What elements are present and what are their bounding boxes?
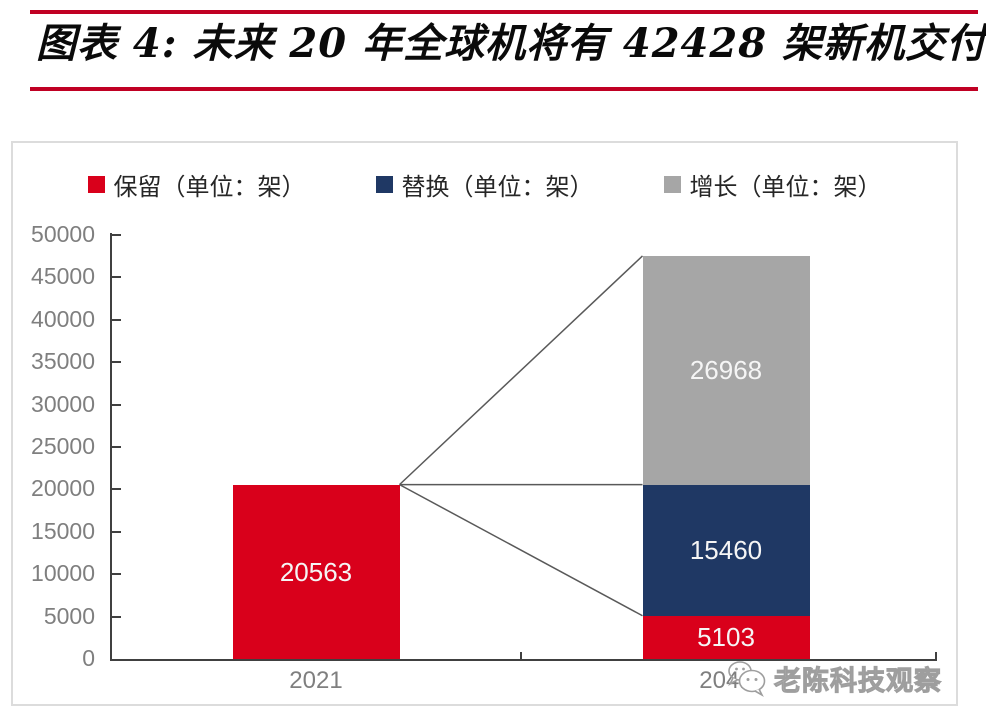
- legend-item-2: 增长（单位：架）: [663, 167, 882, 202]
- connector-line: [398, 255, 644, 486]
- chart-panel: 保留（单位：架） 替换（单位：架） 增长（单位：架） 20563 5103 15460 2…: [11, 141, 958, 706]
- y-tick-label: 20000: [31, 475, 95, 502]
- y-tick: [112, 530, 121, 533]
- figure-title: 图表 4: 未来 20 年全球机将有 42428 架新机交付: [36, 20, 986, 67]
- y-axis-line: [110, 233, 112, 661]
- title-top-rule: [30, 10, 978, 14]
- legend-item-1: 替换（单位：架）: [375, 167, 594, 202]
- y-tick: [112, 446, 121, 448]
- connector-line: [399, 483, 643, 617]
- y-tick-label: 40000: [31, 305, 95, 332]
- bar-value-label: 26968: [689, 355, 763, 386]
- watermark-label: 老陈科技观察: [774, 665, 942, 696]
- y-tick-label: 45000: [31, 263, 95, 290]
- bar-segment-2041-1: [642, 484, 810, 616]
- legend-item-0: 保留（单位：架）: [87, 167, 306, 202]
- y-tick-label: 30000: [31, 390, 95, 417]
- y-tick-label: 0: [82, 645, 95, 671]
- watermark: 老陈科技观察: [726, 658, 942, 698]
- legend-swatch-icon: [87, 176, 105, 193]
- legend-label: 替换（单位：架）: [401, 174, 594, 201]
- legend-swatch-icon: [375, 176, 393, 193]
- bar-value-label: 20563: [279, 556, 353, 587]
- wechat-icon: [728, 661, 766, 698]
- y-tick: [112, 615, 121, 618]
- legend-swatch-icon: [663, 176, 681, 193]
- y-tick-label: 50000: [31, 221, 95, 247]
- legend-label: 保留（单位：架）: [113, 174, 306, 201]
- y-tick-label: 5000: [43, 602, 95, 629]
- y-tick: [112, 361, 121, 364]
- bar-segment-2041-2: [642, 255, 810, 485]
- bar-segment-2021-0: [232, 484, 400, 659]
- y-tick: [112, 234, 121, 236]
- legend-label: 增长（单位：架）: [689, 174, 882, 201]
- y-tick-label: 25000: [31, 433, 95, 459]
- title-bottom-rule: [30, 87, 978, 91]
- y-tick: [112, 573, 121, 576]
- x-axis-end-tick: [935, 652, 937, 659]
- y-tick-label: 35000: [31, 348, 95, 375]
- bar-value-label: 15460: [689, 535, 763, 566]
- y-tick: [112, 276, 121, 279]
- connector-lines: [398, 255, 644, 617]
- y-tick: [112, 318, 121, 321]
- chart-legend: 保留（单位：架） 替换（单位：架） 增长（单位：架）: [13, 167, 956, 202]
- x-tick-label-2021: 2021: [289, 667, 343, 694]
- bar-value-label: 5103: [697, 622, 755, 653]
- y-tick: [112, 488, 121, 491]
- y-tick-label: 15000: [31, 517, 95, 544]
- y-tick: [112, 403, 121, 406]
- x-axis-line: [110, 659, 937, 661]
- bar-segment-2041-0: [642, 615, 810, 659]
- y-tick-label: 10000: [31, 560, 95, 587]
- x-axis-mid-tick: [520, 652, 522, 659]
